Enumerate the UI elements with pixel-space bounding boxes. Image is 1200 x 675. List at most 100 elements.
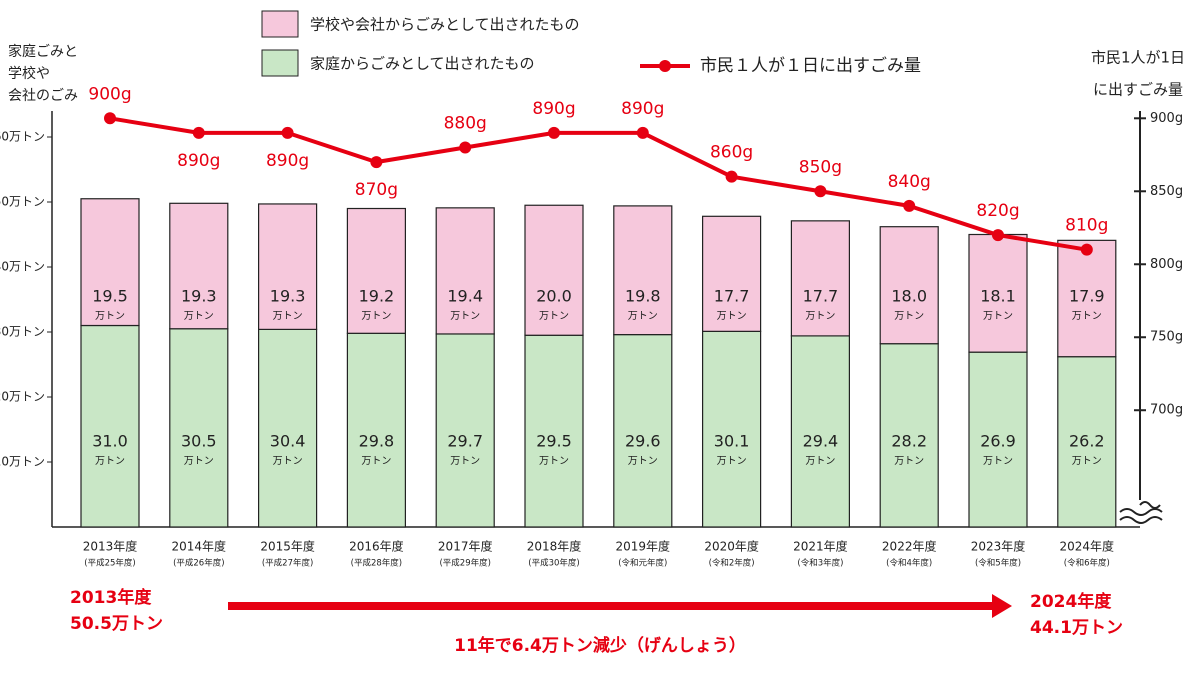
- unit-label: 万トン: [95, 456, 125, 467]
- unit-label: 万トン: [805, 311, 835, 322]
- y2-axis-title: 市民1人が1日: [1091, 49, 1185, 67]
- summary: 11年で6.4万トン減少（げんしょう）: [454, 635, 746, 656]
- line-point: [636, 126, 649, 139]
- bar-segment: [346, 332, 406, 528]
- x-tick-label: 2022年度: [882, 539, 937, 554]
- bar-segment: [613, 334, 673, 528]
- end-year: 2024年度: [1030, 591, 1112, 612]
- value-label: 29.8: [359, 432, 395, 451]
- line-point: [903, 199, 916, 212]
- line-point: [104, 112, 116, 125]
- y2-tick-label: 750g: [1150, 330, 1183, 345]
- x-tick-label: 2024年度: [1060, 539, 1115, 554]
- line-value-label: 820g: [976, 201, 1019, 221]
- bar-segment: [80, 198, 140, 327]
- line-value-label: 850g: [799, 157, 842, 177]
- value-label: 19.3: [270, 287, 306, 306]
- y2-axis-title: に出すごみ量: [1093, 81, 1183, 99]
- arrow-head: [992, 594, 1012, 618]
- unit-label: 万トン: [628, 311, 658, 322]
- y2-tick-label: 800g: [1150, 257, 1183, 272]
- legend-swatch: [261, 49, 299, 77]
- x-tick-label: 2015年度: [260, 539, 315, 554]
- line-point: [725, 170, 738, 183]
- bar-segment: [613, 205, 673, 336]
- value-label: 29.5: [536, 432, 572, 451]
- start-year: 2013年度: [70, 587, 152, 608]
- bar-segment: [524, 334, 584, 528]
- x-tick-sublabel: (令和5年度): [975, 558, 1021, 569]
- value-label: 20.0: [536, 287, 572, 306]
- bar-segment: [524, 204, 584, 336]
- value-label: 19.8: [625, 287, 661, 306]
- x-tick-label: 2020年度: [704, 539, 759, 554]
- bar-segment: [435, 333, 495, 528]
- unit-label: 万トン: [983, 311, 1013, 322]
- y2-tick-label: 900g: [1150, 111, 1183, 126]
- y-tick-label: 40万トン: [0, 260, 45, 274]
- legend-label: 学校や会社からごみとして出されたもの: [310, 16, 580, 34]
- bar-segment: [968, 233, 1028, 353]
- unit-label: 万トン: [184, 456, 214, 467]
- unit-label: 万トン: [361, 456, 391, 467]
- y-axis-title: 家庭ごみと: [8, 43, 78, 60]
- value-label: 30.5: [181, 432, 217, 451]
- unit-label: 万トン: [628, 456, 658, 467]
- legend-swatch: [659, 60, 671, 72]
- bar-segment: [879, 343, 939, 528]
- line-value-label: 840g: [888, 172, 931, 192]
- line-point: [1080, 243, 1093, 256]
- unit-label: 万トン: [1072, 311, 1102, 322]
- y-tick-label: 60万トン: [0, 130, 45, 144]
- x-tick-label: 2014年度: [172, 539, 227, 554]
- unit-label: 万トン: [273, 456, 303, 467]
- line-value-label: 880g: [444, 113, 487, 133]
- y-tick-label: 50万トン: [0, 195, 45, 209]
- line-value-label: 890g: [266, 151, 309, 171]
- x-tick-sublabel: (令和4年度): [886, 558, 932, 569]
- value-label: 18.0: [891, 287, 927, 306]
- x-tick-sublabel: (平成28年度): [351, 558, 402, 569]
- value-label: 31.0: [92, 432, 128, 451]
- x-tick-sublabel: (平成27年度): [262, 558, 313, 569]
- x-tick-sublabel: (令和元年度): [618, 558, 667, 569]
- x-tick-label: 2016年度: [349, 539, 404, 554]
- bar-segment: [1057, 356, 1117, 528]
- x-tick-sublabel: (平成25年度): [84, 558, 135, 569]
- value-label: 29.6: [625, 432, 661, 451]
- line-value-label: 900g: [88, 84, 131, 104]
- y-tick-label: 30万トン: [0, 325, 45, 339]
- value-label: 19.4: [447, 287, 483, 306]
- unit-label: 万トン: [95, 311, 125, 322]
- line-point: [992, 229, 1004, 242]
- bar-segment: [790, 335, 851, 528]
- x-tick-label: 2019年度: [616, 539, 671, 554]
- value-label: 19.3: [181, 287, 217, 306]
- line-point: [281, 126, 294, 139]
- y-axis-title: 会社のごみ: [8, 88, 78, 104]
- x-tick-sublabel: (令和3年度): [797, 558, 843, 569]
- bar-segment: [701, 215, 762, 332]
- value-label: 17.7: [803, 287, 839, 306]
- unit-label: 万トン: [539, 456, 569, 467]
- unit-label: 万トン: [1072, 456, 1102, 467]
- line-value-label: 890g: [621, 99, 664, 119]
- unit-label: 万トン: [361, 311, 391, 322]
- unit-label: 万トン: [273, 311, 303, 322]
- line-value-label: 860g: [710, 143, 753, 163]
- bar-segment: [346, 207, 406, 334]
- y2-tick-label: 850g: [1150, 184, 1183, 199]
- value-label: 30.4: [270, 432, 306, 451]
- line-value-label: 890g: [177, 151, 220, 171]
- line: [109, 116, 1088, 252]
- x-tick-label: 2017年度: [438, 539, 493, 554]
- axis-break: [1119, 501, 1163, 524]
- unit-label: 万トン: [894, 311, 924, 322]
- bar-segment: [169, 202, 229, 330]
- line-point: [548, 126, 560, 139]
- line-point: [192, 126, 205, 139]
- line-value-label: 810g: [1065, 216, 1108, 236]
- bar-segment: [968, 351, 1028, 528]
- start-total: 50.5万トン: [70, 614, 163, 634]
